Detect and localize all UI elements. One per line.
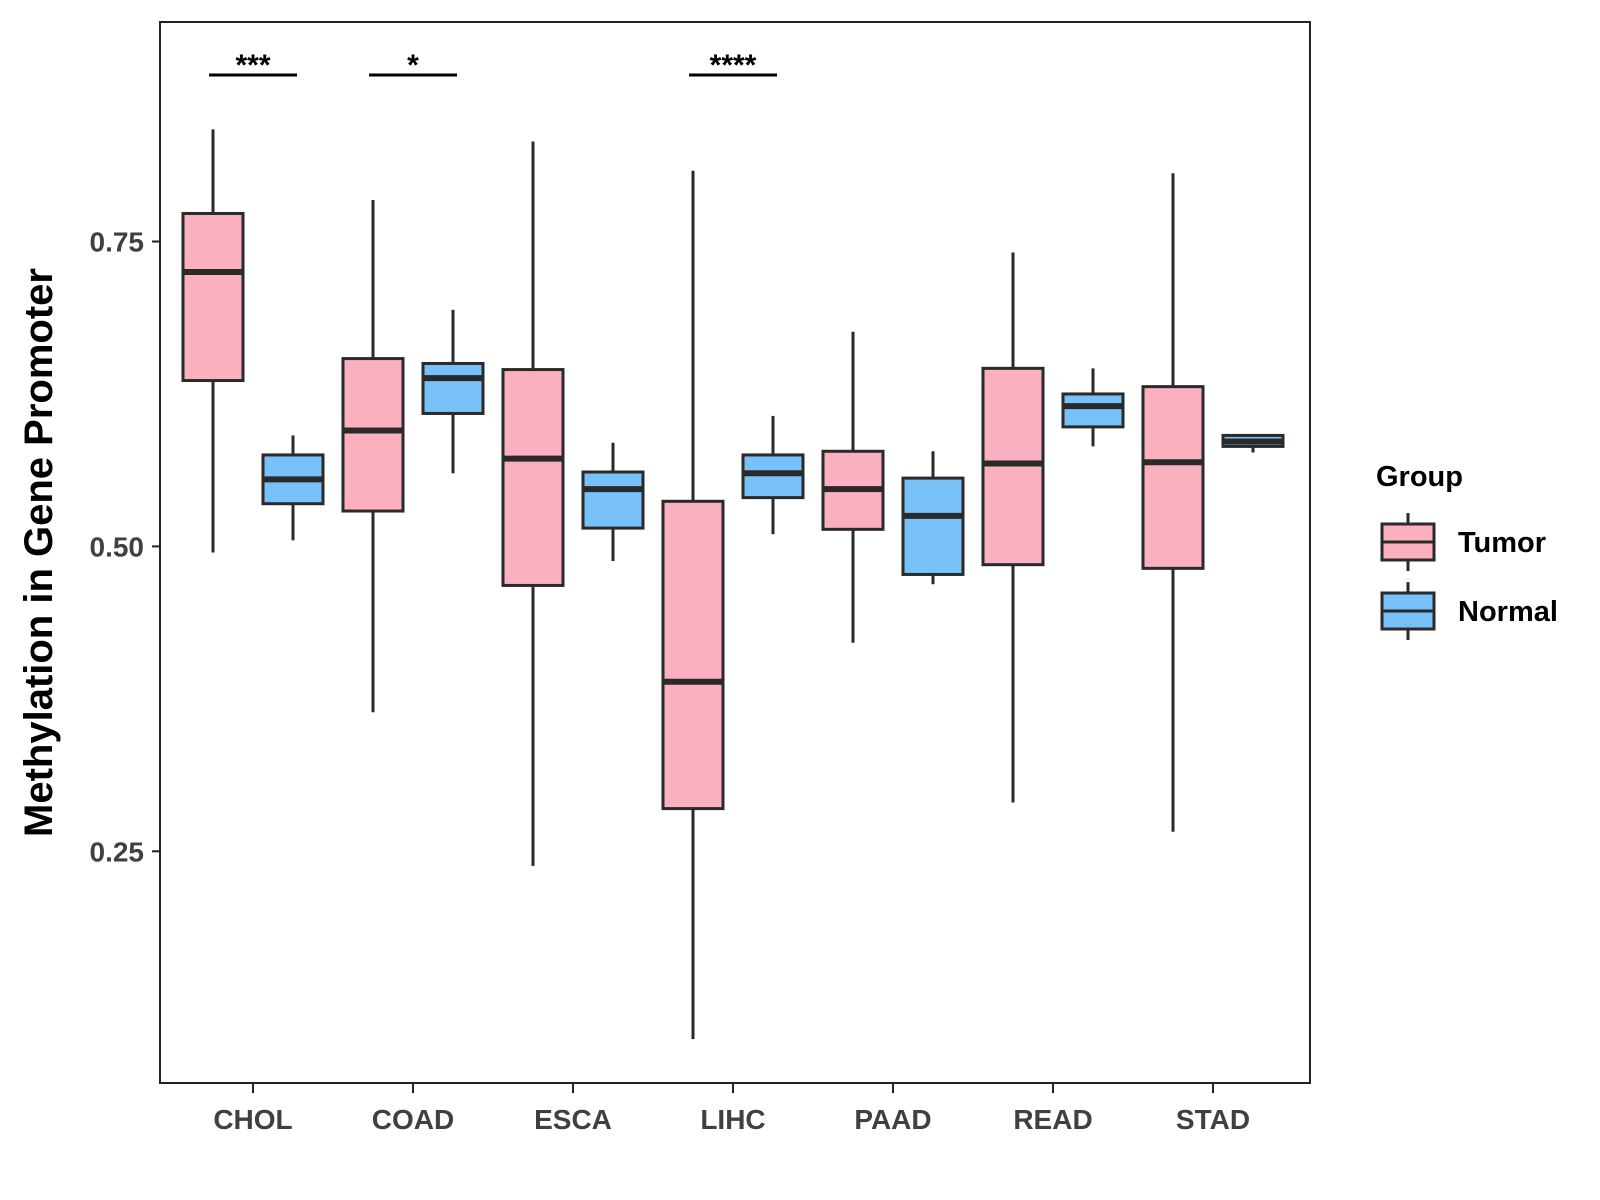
box-iqr [581, 470, 645, 530]
x-tick-label: PAAD [854, 1104, 931, 1135]
box-normal-chol [261, 435, 325, 541]
plot-area: *** * **** [159, 21, 1311, 1084]
legend: Group Tumor Normal [1376, 461, 1558, 640]
legend-label: Tumor [1458, 527, 1546, 559]
box-normal-lihc [741, 415, 805, 535]
legend-label: Normal [1458, 596, 1558, 628]
y-axis-title: Methylation in Gene Promoter [17, 268, 61, 837]
box-tumor-paad [821, 331, 885, 643]
significance-label: **** [710, 49, 757, 82]
box-iqr [981, 366, 1045, 567]
y-tick-label: 0.75 [90, 227, 145, 258]
legend-title: Group [1376, 461, 1463, 493]
box-normal-paad [901, 451, 965, 585]
box-iqr [501, 368, 565, 587]
panel-border [159, 21, 1311, 1084]
x-tick-label: STAD [1176, 1104, 1250, 1135]
box-iqr [741, 453, 805, 500]
box-iqr [181, 211, 245, 383]
x-tick-label: LIHC [700, 1104, 765, 1135]
box-tumor-read [981, 252, 1045, 803]
box-tumor-lihc [661, 170, 725, 1040]
box-normal-esca [581, 442, 645, 562]
axes: 0.25 0.50 0.75 CHOL COAD ESCA LIHC PAAD READ STAD… [17, 227, 1250, 1135]
box-normal-read [1061, 368, 1125, 447]
y-tick-label: 0.50 [90, 531, 145, 562]
box-iqr [421, 361, 485, 415]
significance-label: * [407, 49, 419, 82]
box-tumor-esca [501, 141, 565, 866]
box-tumor-chol [181, 129, 245, 553]
box-tumor-stad [1141, 173, 1205, 832]
significance-label: *** [235, 49, 270, 82]
box-iqr [1061, 392, 1125, 429]
box-normal-stad [1221, 433, 1285, 453]
legend-item-normal: Normal [1380, 582, 1558, 640]
box-iqr [661, 499, 725, 811]
x-tick-label: CHOL [213, 1104, 292, 1135]
box-iqr [901, 476, 965, 576]
box-tumor-coad [341, 200, 405, 713]
x-tick-label: READ [1013, 1104, 1092, 1135]
box-iqr [341, 357, 405, 513]
box-iqr [1141, 385, 1205, 570]
y-tick-label: 0.25 [90, 836, 145, 867]
box-normal-coad [421, 309, 485, 474]
legend-item-tumor: Tumor [1380, 513, 1546, 571]
x-tick-label: COAD [372, 1104, 454, 1135]
x-tick-label: ESCA [534, 1104, 612, 1135]
